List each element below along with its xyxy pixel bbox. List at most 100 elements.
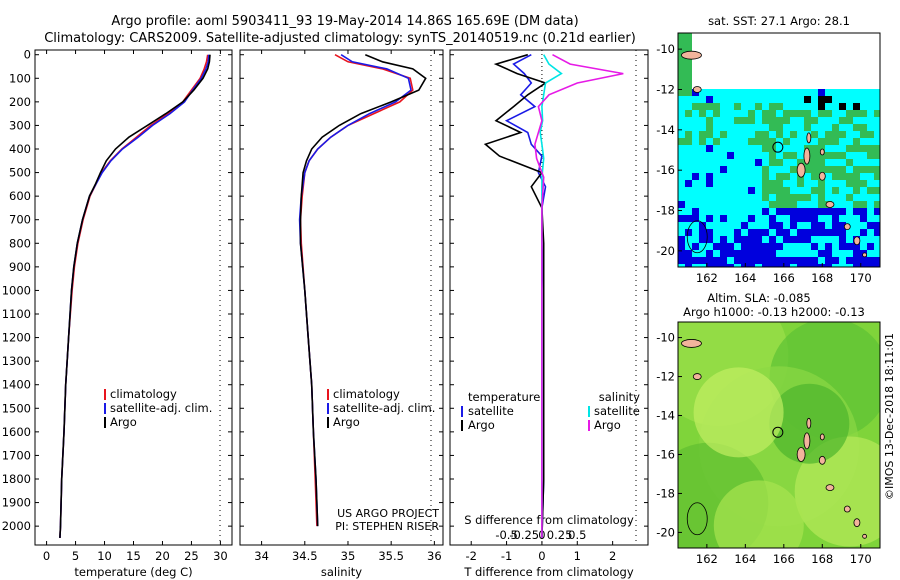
x-tick-label: 0 [538, 549, 545, 563]
x-axis-label: temperature (deg C) [74, 565, 192, 579]
depth-tick-label: 1800 [2, 472, 31, 486]
sla-map: 162 164 166 168 170 -10 -12 -14 -16 -18 -20 Altim. … [656, 291, 881, 566]
legend-title-left: temperature [468, 390, 540, 404]
lon-tick-label: 164 [734, 552, 756, 566]
depth-tick-label: 1400 [2, 378, 31, 392]
legend-label: satellite [468, 404, 514, 418]
depth-tick-label: 900 [9, 260, 31, 274]
x-tick-label: 30 [213, 549, 228, 563]
sst-map-frame [677, 32, 881, 268]
depth-tick-label: 1300 [2, 354, 31, 368]
legend-label: Argo [333, 415, 360, 429]
map-subtitle: Argo h1000: -0.13 h2000: -0.13 [683, 305, 865, 319]
depth-tick-label: 1500 [2, 401, 31, 415]
island-shape [681, 339, 702, 348]
s-tick-label: -0.25 [509, 528, 539, 542]
depth-tick-label: 400 [9, 142, 31, 156]
lat-tick-label: -14 [656, 123, 675, 137]
lon-tick-label: 168 [811, 271, 833, 285]
legend-label: satellite-adj. clim. [333, 401, 435, 415]
lon-tick-label: 170 [850, 552, 872, 566]
series-line-s-argo [534, 53, 624, 538]
x-tick-label: 34 [254, 549, 269, 563]
lon-tick-label: 162 [696, 271, 718, 285]
x-tick-label: 35.5 [378, 549, 404, 563]
lat-tick-label: -20 [656, 244, 675, 258]
sla-map-field [678, 322, 880, 548]
island-shape [862, 252, 868, 258]
lon-tick-label: 162 [696, 552, 718, 566]
island-shape [819, 148, 825, 156]
depth-tick-label: 1000 [2, 283, 31, 297]
island-shape [796, 162, 806, 178]
lat-tick-label: -16 [656, 447, 675, 461]
lon-tick-label: 166 [773, 552, 795, 566]
map-title: Altim. SLA: -0.085 [707, 291, 811, 305]
series-line-t-argo [483, 53, 548, 538]
x-tick-label: 35 [341, 549, 356, 563]
depth-tick-label: 1600 [2, 425, 31, 439]
legend-label: Argo [594, 418, 621, 432]
depth-tick-label: 1200 [2, 331, 31, 345]
x-tick-label: -2 [465, 549, 476, 563]
island-shape [853, 236, 861, 246]
legend-label: climatology [110, 387, 177, 401]
island-shape [853, 518, 861, 528]
legend-label: climatology [333, 387, 400, 401]
x-axis-label: salinity [321, 565, 362, 579]
coastline [686, 220, 708, 254]
lat-tick-label: -18 [656, 486, 675, 500]
legend-label: satellite-adj. clim. [110, 401, 212, 415]
depth-tick-label: 100 [9, 71, 31, 85]
legend-label: satellite [594, 404, 640, 418]
island-shape [796, 447, 806, 462]
island-shape [803, 147, 811, 165]
s-tick-label: 0.25 [547, 528, 573, 542]
lat-tick-label: -10 [656, 331, 675, 345]
island-shape [692, 86, 702, 93]
island-shape [843, 223, 851, 231]
lat-tick-label: -14 [656, 409, 675, 423]
lon-tick-label: 166 [773, 271, 795, 285]
depth-tick-label: 300 [9, 118, 31, 132]
island-shape [825, 484, 835, 492]
map-title: sat. SST: 27.1 Argo: 28.1 [708, 14, 850, 28]
island-shape [806, 132, 812, 144]
depth-tick-label: 700 [9, 213, 31, 227]
x-tick-label: 2 [609, 549, 616, 563]
s-axis-label: S difference from climatology [464, 513, 634, 527]
x-tick-label: 0 [43, 549, 50, 563]
depth-tick-label: 1900 [2, 496, 31, 510]
island-shape [843, 505, 851, 513]
annotation-text: PI: STEPHEN RISER [335, 520, 439, 533]
credit-text: ©IMOS 13-Dec-2018 18:11:01 [883, 333, 896, 500]
depth-tick-label: 500 [9, 166, 31, 180]
sst-map: 162 164 166 168 170 -10 -12 -14 -16 -18 -20 sat. SS… [656, 14, 881, 285]
x-tick-label: 25 [184, 549, 199, 563]
lon-tick-label: 164 [734, 271, 756, 285]
lat-tick-label: -20 [656, 525, 675, 539]
annotation-text: US ARGO PROJECT [337, 507, 439, 520]
island-shape [818, 455, 826, 465]
argo-location-marker [772, 141, 784, 153]
island-shape [825, 201, 835, 208]
lon-tick-label: 168 [811, 552, 833, 566]
island-shape [862, 533, 868, 539]
salinity-panel: 34 34.5 35 35.5 36 salinity climatologysatelli… [239, 49, 444, 579]
lon-tick-label: 170 [850, 271, 872, 285]
depth-tick-label: 1100 [2, 307, 31, 321]
sla-map-frame [677, 321, 881, 549]
depth-tick-label: 800 [9, 236, 31, 250]
salinity-frame [239, 49, 444, 546]
lat-tick-label: -12 [656, 82, 675, 96]
x-axis-label: T difference from climatology [463, 565, 634, 579]
lat-tick-label: -10 [656, 42, 675, 56]
legend-label: Argo [468, 418, 495, 432]
difference-frame [449, 49, 649, 546]
island-shape [819, 433, 825, 441]
x-tick-label: -1 [501, 549, 512, 563]
island-shape [692, 373, 702, 380]
legend-title-right: salinity [599, 390, 640, 404]
